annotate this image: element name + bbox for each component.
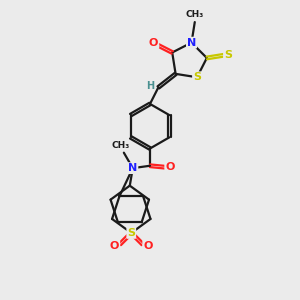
Text: O: O xyxy=(143,241,153,251)
Text: N: N xyxy=(128,163,137,173)
Text: S: S xyxy=(193,72,201,82)
Text: O: O xyxy=(110,241,119,251)
Text: N: N xyxy=(187,38,196,48)
Text: S: S xyxy=(127,228,135,238)
Text: CH₃: CH₃ xyxy=(111,141,129,150)
Text: H: H xyxy=(146,81,154,91)
Text: O: O xyxy=(165,162,175,172)
Text: S: S xyxy=(224,50,232,60)
Text: CH₃: CH₃ xyxy=(186,10,204,19)
Text: O: O xyxy=(149,38,158,48)
